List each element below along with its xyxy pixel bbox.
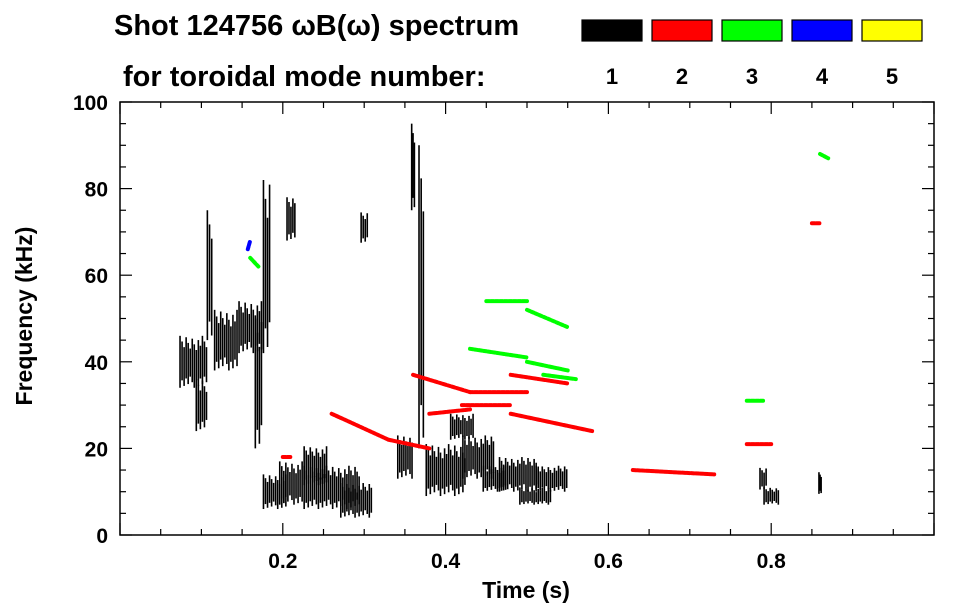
x-tick-label: 0.8	[757, 550, 787, 573]
series-1	[179, 123, 822, 518]
chart-title: Shot 124756 ωB(ω) spectrum	[114, 10, 519, 42]
x-tick-label: 0.4	[431, 550, 461, 573]
legend: 1 2 3 4 5	[581, 19, 923, 89]
legend-label: 5	[886, 64, 898, 89]
legend-swatch	[581, 19, 643, 42]
y-tick-label: 100	[73, 92, 108, 115]
axes: 0.2 0.4 0.6 0.8 0 20 40 60 80 100	[73, 92, 935, 573]
x-axis-label: Time (s)	[482, 577, 570, 603]
spectrum-mark	[525, 359, 570, 373]
spectrum-mark	[508, 411, 595, 434]
chart-subtitle: for toroidal mode number:	[123, 61, 486, 93]
legend-label: 2	[676, 64, 688, 89]
spectrum-mark	[329, 411, 391, 442]
spectrum-mark	[630, 468, 717, 477]
y-tick-label: 0	[96, 525, 108, 548]
spectrum-mark	[427, 407, 473, 416]
spectrum-mark	[386, 437, 432, 451]
legend-swatch	[861, 19, 923, 42]
x-tick-label: 0.2	[268, 550, 297, 573]
y-tick-label: 20	[85, 438, 108, 461]
series-2	[280, 221, 823, 477]
spectrum-mark	[468, 346, 529, 360]
legend-label: 4	[816, 64, 829, 89]
spectrum-mark	[525, 307, 570, 330]
y-tick-label: 80	[85, 179, 108, 202]
plot-frame	[119, 101, 935, 536]
series-4	[245, 238, 253, 252]
y-axis-label: Frequency (kHz)	[11, 227, 37, 406]
x-tick-label: 0.6	[594, 550, 623, 573]
spectrum-mark	[245, 238, 253, 252]
legend-swatch	[791, 19, 853, 42]
legend-swatch	[721, 19, 783, 42]
spectrum-mark	[248, 255, 261, 269]
series-3	[248, 151, 831, 403]
legend-swatch	[651, 19, 713, 42]
spectrum-mark	[541, 372, 578, 382]
spectrum-mark	[508, 372, 570, 386]
spectrum-mark	[411, 372, 473, 395]
legend-label: 1	[606, 64, 618, 89]
y-tick-label: 60	[85, 265, 108, 288]
legend-label: 3	[746, 64, 758, 89]
plot-data	[179, 123, 831, 518]
y-tick-label: 40	[85, 352, 108, 375]
spectrum-mark	[818, 151, 831, 161]
